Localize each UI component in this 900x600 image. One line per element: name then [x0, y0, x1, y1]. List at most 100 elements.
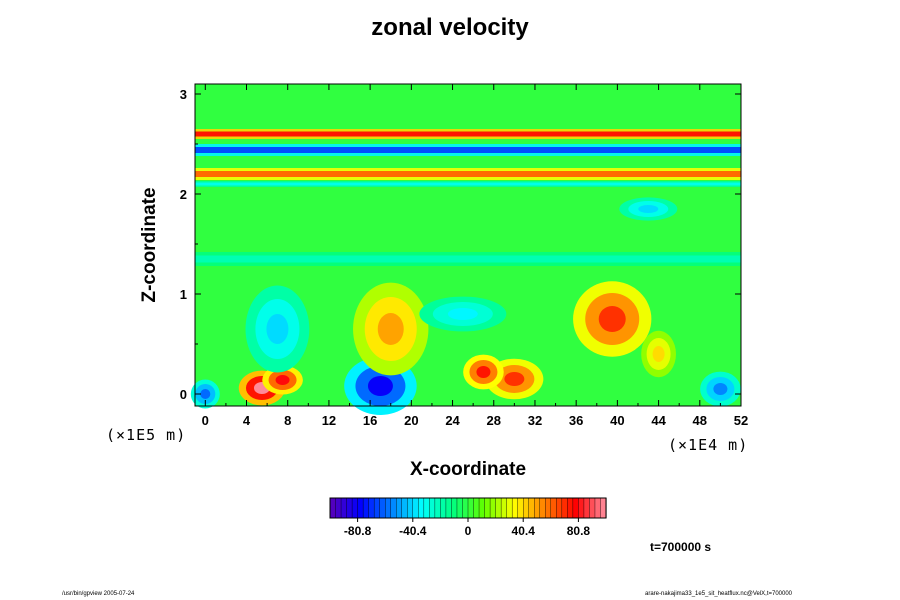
colorbar-segment-39	[545, 497, 552, 519]
y-tick-label-2: 2	[180, 187, 187, 202]
time-label: t=700000 s	[650, 540, 712, 554]
x-tick-label-28: 28	[487, 413, 501, 428]
colorbar-segment-17	[423, 497, 430, 519]
colorbar-segment-29	[489, 497, 497, 519]
colorbar-segment-18	[429, 497, 436, 519]
colorbar-segment-40	[550, 497, 557, 519]
colorbar-segment-24	[462, 497, 469, 519]
colorbar-segment-47	[589, 497, 596, 519]
x-tick-label-52: 52	[734, 413, 748, 428]
x-tick-label-44: 44	[651, 413, 666, 428]
colorbar-tick-label--80.8: -80.8	[344, 524, 372, 538]
colorbar-segment-2	[340, 497, 348, 519]
colorbar-segment-0	[329, 497, 337, 519]
colorbar-segment-46	[583, 497, 591, 519]
colorbar-segment-6	[362, 497, 370, 519]
colorbar-segment-13	[401, 497, 408, 519]
x-tick-label-36: 36	[569, 413, 583, 428]
jet-band-upper-positive	[195, 131, 741, 137]
velocity-cell-6-core	[476, 366, 491, 378]
colorbar-segment-45	[578, 497, 585, 519]
x-tick-label-8: 8	[284, 413, 291, 428]
y-tick-label-3: 3	[180, 87, 187, 102]
colorbar-segment-28	[484, 497, 491, 519]
z-axis-unit-label: (×1E5 m)	[106, 426, 187, 444]
colorbar-segment-8	[373, 497, 381, 519]
velocity-cell-9-core	[652, 346, 665, 362]
x-tick-label-12: 12	[322, 413, 336, 428]
x-tick-label-40: 40	[610, 413, 624, 428]
colorbar-segment-43	[567, 497, 574, 519]
velocity-cell-2-core	[367, 376, 393, 396]
colorbar-segment-38	[539, 497, 546, 519]
colorbar-tick-label-40.4: 40.4	[512, 524, 536, 538]
colorbar-segment-11	[390, 497, 397, 519]
colorbar-segment-1	[335, 497, 342, 519]
colorbar-segment-7	[368, 497, 375, 519]
x-tick-label-32: 32	[528, 413, 542, 428]
y-tick-label-0: 0	[180, 387, 187, 402]
colorbar-segment-32	[506, 497, 513, 519]
colorbar-segment-36	[528, 497, 535, 519]
velocity-cell-3-core	[377, 313, 404, 345]
jet-band-negative	[195, 147, 741, 153]
colorbar-segment-48	[594, 497, 602, 519]
velocity-cell-7-core	[447, 308, 478, 320]
colorbar: -80.8 -40.4 0 40.4 80.8	[329, 497, 607, 538]
chart-title: zonal velocity	[371, 14, 529, 41]
colorbar-segment-27	[478, 497, 486, 519]
colorbar-tick-label--40.4: -40.4	[399, 524, 427, 538]
y-axis-ticks: 0 1 2 3	[180, 87, 741, 402]
jet-band-lower-positive	[195, 171, 741, 177]
colorbar-segment-42	[561, 497, 568, 519]
colorbar-segment-26	[473, 497, 480, 519]
velocity-cell-12-core	[638, 205, 659, 213]
velocity-cell-11-core	[200, 389, 211, 399]
velocity-cell-4-core	[266, 314, 289, 344]
x-tick-label-20: 20	[404, 413, 418, 428]
contour-plot-area	[190, 83, 742, 415]
colorbar-segment-10	[385, 497, 392, 519]
jet-band-mid-negative	[195, 255, 741, 263]
velocity-cell-8-core	[598, 306, 626, 332]
colorbar-segment-34	[517, 497, 524, 519]
colorbar-segment-22	[451, 497, 458, 519]
x-axis-label: X-coordinate	[409, 459, 527, 480]
colorbar-segment-44	[572, 497, 580, 519]
colorbar-segment-20	[440, 497, 447, 519]
colorbar-segment-21	[445, 497, 453, 519]
y-axis-label: Z-coordinate	[139, 187, 160, 303]
colorbar-segment-37	[534, 497, 541, 519]
y-tick-label-1: 1	[180, 287, 187, 302]
colorbar-segment-5	[357, 497, 364, 519]
colorbar-segment-25	[467, 497, 475, 519]
jet-band-weak-negative	[195, 182, 741, 186]
x-tick-label-0: 0	[202, 413, 209, 428]
colorbar-segment-33	[511, 497, 519, 519]
colorbar-segment-31	[500, 497, 508, 519]
colorbar-tick-label-80.8: 80.8	[567, 524, 591, 538]
x-tick-label-24: 24	[445, 413, 460, 428]
colorbar-segment-16	[418, 497, 425, 519]
plot-frame	[194, 83, 742, 407]
colorbar-segment-30	[495, 497, 502, 519]
colorbar-segment-3	[346, 497, 353, 519]
colorbar-segment-23	[456, 497, 464, 519]
velocity-cell-5-core	[504, 372, 525, 386]
footer-command-label: /usr/bin/gpview 2005-07-24	[62, 591, 135, 597]
x-axis-unit-label: (×1E4 m)	[668, 436, 749, 454]
colorbar-tick-label-0: 0	[465, 524, 472, 538]
x-tick-label-4: 4	[243, 413, 251, 428]
x-tick-label-48: 48	[693, 413, 707, 428]
colorbar-segment-12	[396, 497, 403, 519]
colorbar-segment-19	[434, 497, 442, 519]
velocity-cell-1-core	[275, 375, 290, 385]
colorbar-segment-41	[556, 497, 563, 519]
x-tick-label-16: 16	[363, 413, 377, 428]
footer-source-label: arare-nakajima33_1e5_sit_heatflux.nc@Vel…	[645, 591, 793, 597]
x-axis-ticks: 0 4 8 12 16 20 24 28 32 36 40 44 48 52	[202, 84, 748, 428]
colorbar-segment-15	[412, 497, 419, 519]
colorbar-segment-9	[379, 497, 386, 519]
colorbar-segment-35	[523, 497, 530, 519]
